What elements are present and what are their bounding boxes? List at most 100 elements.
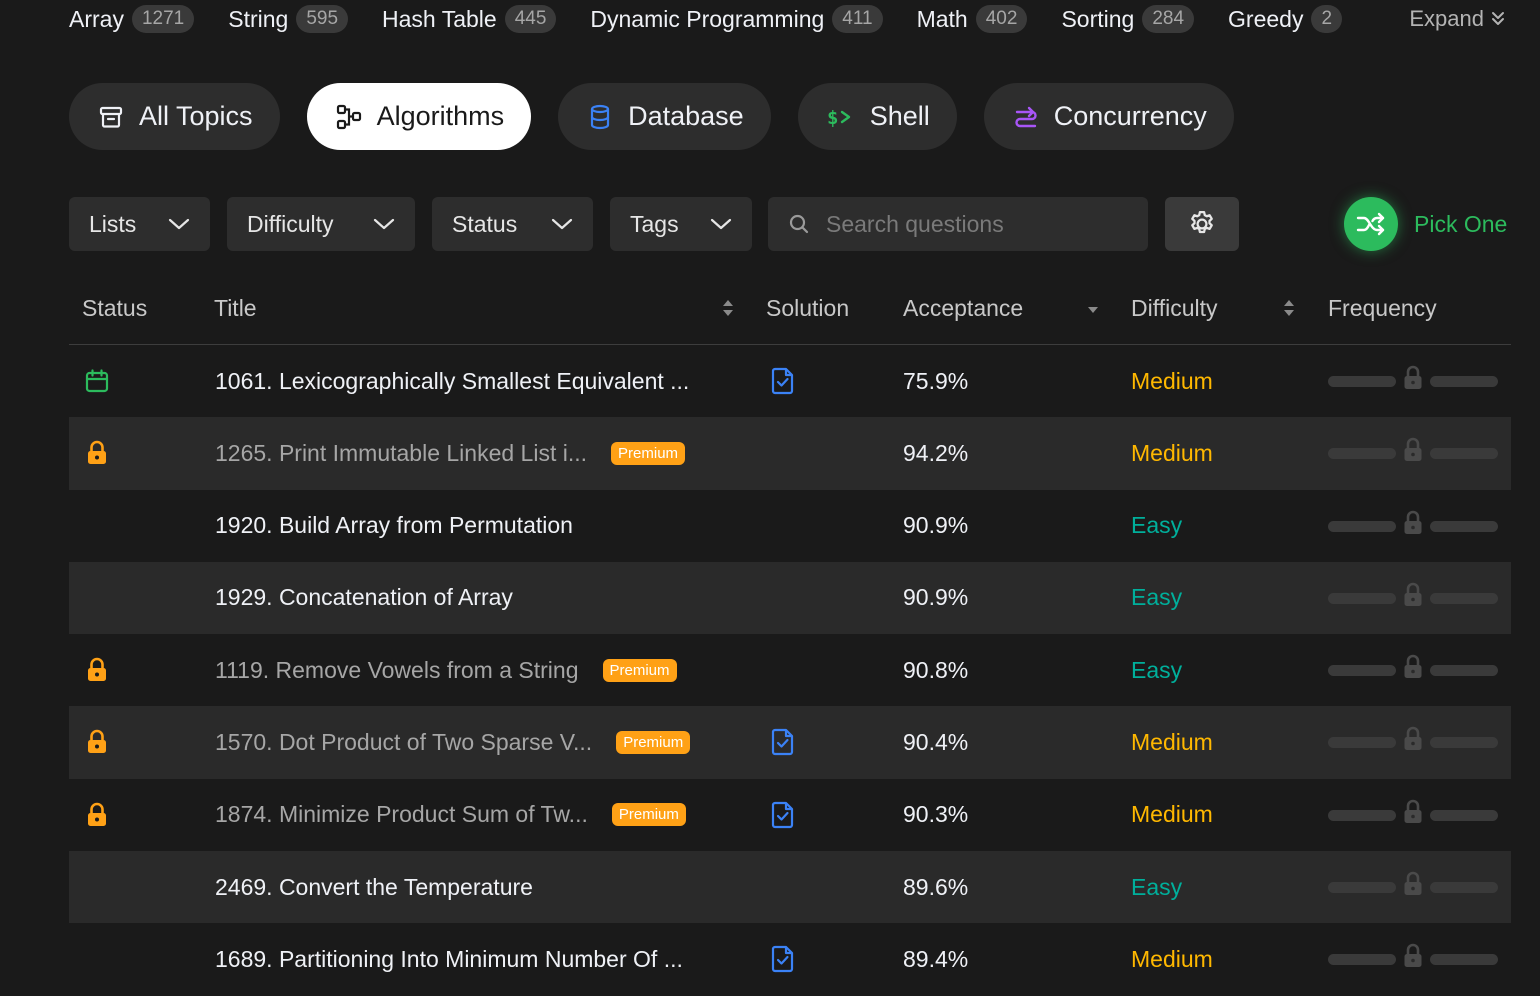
search-icon (789, 214, 809, 234)
problem-title-cell[interactable]: 2469. Convert the Temperature (215, 851, 533, 923)
problem-title[interactable]: 1570. Dot Product of Two Sparse V... (215, 728, 593, 755)
problem-title-cell[interactable]: 1061. Lexicographically Smallest Equival… (215, 345, 689, 417)
acceptance-cell: 90.8% (903, 634, 968, 706)
problem-title[interactable]: 1061. Lexicographically Smallest Equival… (215, 367, 690, 394)
lists-label: Lists (89, 210, 137, 237)
acceptance-rate: 75.9% (903, 367, 969, 394)
difficulty-label: Medium (1131, 728, 1213, 755)
problem-title-cell[interactable]: 1119. Remove Vowels from a String Premium (215, 634, 677, 706)
column-difficulty[interactable]: Difficulty (1131, 294, 1218, 321)
lists-dropdown[interactable]: Lists (69, 197, 210, 251)
tab-shell[interactable]: $ Shell (797, 83, 957, 150)
topic-tags-row: Array 1271 String 595 Hash Table 445 Dynamic P… (69, 0, 1506, 38)
difficulty-label: Easy (1131, 512, 1183, 539)
table-body: 1061. Lexicographically Smallest Equival… (69, 345, 1511, 996)
difficulty-cell: Medium (1131, 417, 1213, 489)
topic-tag[interactable]: Math 402 (917, 5, 1028, 33)
chevron-down-icon (551, 218, 573, 230)
difficulty-dropdown[interactable]: Difficulty (227, 197, 415, 251)
acceptance-rate: 90.4% (903, 728, 969, 755)
acceptance-cell: 90.9% (903, 490, 968, 562)
solution-icon[interactable] (770, 706, 796, 778)
topic-tag-count: 1271 (131, 5, 195, 33)
solution-icon[interactable] (770, 779, 796, 851)
column-acceptance[interactable]: Acceptance (903, 294, 1024, 321)
difficulty-cell: Medium (1131, 779, 1213, 851)
problem-title[interactable]: 1119. Remove Vowels from a String (215, 656, 579, 683)
topic-tag[interactable]: Hash Table 445 (382, 5, 557, 33)
database-icon (586, 103, 614, 131)
expand-label: Expand (1409, 6, 1484, 31)
table-row[interactable]: 1265. Print Immutable Linked List i... Pr… (69, 417, 1511, 490)
problem-title[interactable]: 2469. Convert the Temperature (215, 873, 533, 900)
lock-icon (1400, 724, 1426, 759)
topic-tag-count: 445 (504, 5, 557, 33)
table-row[interactable]: 1874. Minimize Product Sum of Tw... Premi… (69, 779, 1511, 851)
topic-tag[interactable]: Dynamic Programming 411 (590, 5, 883, 33)
difficulty-label: Difficulty (247, 210, 334, 237)
sort-icon[interactable] (720, 297, 736, 319)
column-title[interactable]: Title (214, 294, 257, 321)
topic-tag[interactable]: Sorting 284 (1061, 5, 1195, 33)
table-row[interactable]: 1119. Remove Vowels from a String Premium… (69, 634, 1511, 706)
problem-title[interactable]: 1874. Minimize Product Sum of Tw... (215, 801, 588, 828)
tags-dropdown[interactable]: Tags (610, 197, 752, 251)
chevron-double-down-icon (1492, 12, 1504, 25)
settings-button[interactable] (1165, 197, 1239, 251)
problem-title-cell[interactable]: 1570. Dot Product of Two Sparse V... Prem… (215, 706, 691, 778)
problem-title-cell[interactable]: 1874. Minimize Product Sum of Tw... Premi… (215, 779, 686, 851)
tab-label: Algorithms (376, 101, 505, 131)
solution-icon[interactable] (770, 345, 796, 417)
problem-title-cell[interactable]: 1929. Concatenation of Array (215, 562, 513, 634)
tab-all-topics[interactable]: All Topics (69, 83, 280, 150)
topic-tag-count: 284 (1142, 5, 1195, 33)
pick-one-button[interactable]: Pick One (1344, 197, 1507, 251)
topic-tag-count: 595 (296, 5, 349, 33)
topic-tag-name: Greedy (1228, 5, 1304, 32)
table-row[interactable]: 1061. Lexicographically Smallest Equival… (69, 345, 1511, 417)
table-row[interactable]: 1929. Concatenation of Array 90.9% Easy (69, 561, 1511, 635)
table-row[interactable]: 1689. Partitioning Into Minimum Number O… (69, 923, 1511, 995)
sort-icon[interactable] (1281, 297, 1297, 319)
table-row[interactable]: 2469. Convert the Temperature 89.6% Easy (69, 851, 1511, 924)
problem-title-cell[interactable]: 1689. Partitioning Into Minimum Number O… (215, 923, 683, 995)
tab-concurrency[interactable]: Concurrency (983, 83, 1234, 150)
sort-desc-icon[interactable] (1085, 304, 1101, 316)
tab-algorithms[interactable]: Algorithms (306, 83, 532, 150)
problem-title-cell[interactable]: 1265. Print Immutable Linked List i... Pr… (215, 417, 686, 489)
svg-text:$: $ (827, 107, 838, 129)
lock-icon (1400, 941, 1426, 976)
problem-title[interactable]: 1929. Concatenation of Array (215, 584, 513, 611)
expand-button[interactable]: Expand (1379, 0, 1506, 38)
problem-title-cell[interactable]: 1920. Build Array from Permutation (215, 490, 573, 562)
problem-title[interactable]: 1920. Build Array from Permutation (215, 512, 573, 539)
status-dropdown[interactable]: Status (432, 197, 593, 251)
gear-icon (1191, 211, 1213, 234)
topic-tag[interactable]: Greedy 2 (1228, 5, 1343, 33)
topic-tag[interactable]: Array 1271 (69, 5, 195, 33)
acceptance-cell: 94.2% (903, 417, 968, 489)
frequency-bar (1328, 490, 1498, 562)
problem-title[interactable]: 1265. Print Immutable Linked List i... (215, 439, 588, 466)
archive-icon (97, 103, 125, 131)
table-row[interactable]: 1570. Dot Product of Two Sparse V... Prem… (69, 706, 1511, 779)
lock-icon (1400, 580, 1426, 615)
topic-tag-count: 402 (975, 5, 1028, 33)
problems-table: Status Title Solution Acceptance Difficu… (69, 272, 1511, 996)
lock-icon (1400, 797, 1426, 832)
frequency-bar (1328, 634, 1498, 706)
acceptance-rate: 90.9% (903, 512, 969, 539)
problem-title[interactable]: 1689. Partitioning Into Minimum Number O… (215, 945, 683, 972)
table-row[interactable]: 1920. Build Array from Permutation 90.9% E… (69, 490, 1511, 562)
column-solution: Solution (766, 294, 850, 321)
topic-tag-count: 411 (832, 5, 883, 33)
tab-database[interactable]: Database (558, 83, 771, 150)
search-box (768, 197, 1148, 251)
acceptance-cell: 90.3% (903, 779, 968, 851)
column-status: Status (82, 294, 148, 321)
solution-icon[interactable] (770, 923, 796, 995)
shuffle-icon (1344, 197, 1398, 251)
tab-label: Database (628, 101, 744, 131)
topic-tag[interactable]: String 595 (228, 5, 349, 33)
search-input[interactable] (824, 209, 1128, 239)
